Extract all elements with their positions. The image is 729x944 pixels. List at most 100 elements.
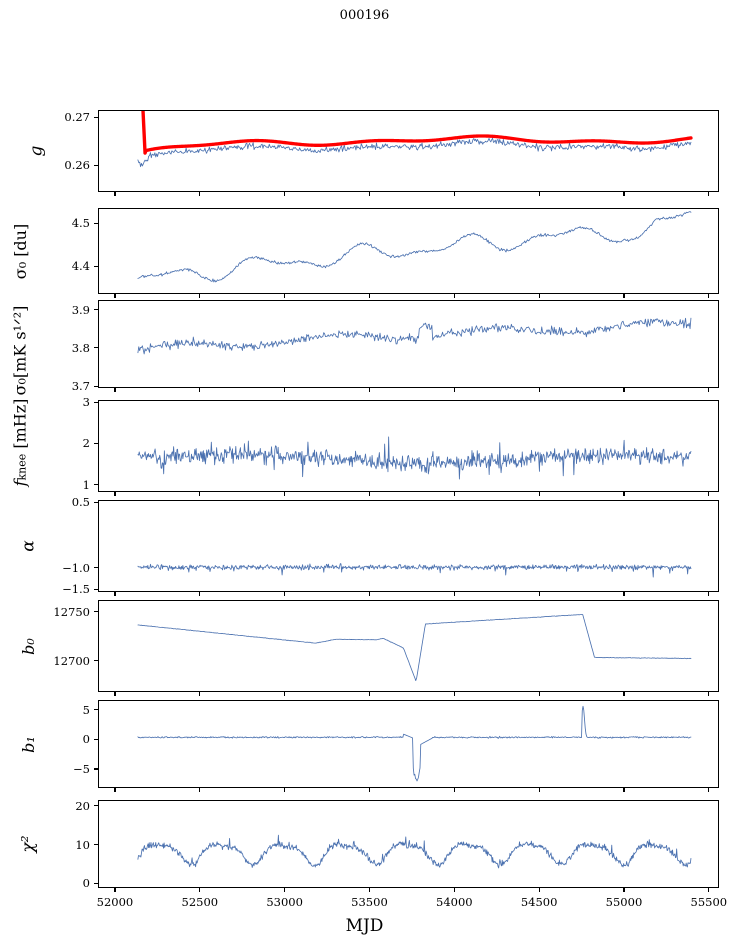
- x-tickmark-b1-3: [368, 788, 371, 792]
- y-tickmark-chi2-0: [94, 882, 98, 884]
- x-tickmark-alpha-6: [623, 592, 625, 596]
- panel-fknee: [98, 400, 719, 492]
- y-ticklabel-alpha-1: −1.0: [62, 560, 90, 575]
- y-tickmark-sigma0_du-0: [94, 265, 98, 267]
- x-tickmark-fknee-3: [368, 492, 371, 496]
- y-tickmark-fknee-2: [94, 401, 98, 403]
- y-tickmark-sigma0_mk-2: [94, 309, 98, 311]
- x-tickmark-sigma0_du-6: [623, 294, 625, 298]
- series-chi2-chi2: [137, 834, 692, 869]
- x-tickmark-gain-3: [368, 192, 371, 196]
- series-b0-b0: [137, 613, 692, 682]
- panel-b0: [98, 600, 719, 692]
- x-tickmark-sigma0_du-7: [708, 294, 710, 298]
- x-tickmark-fknee-1: [199, 492, 201, 496]
- y-tickmark-alpha-2: [94, 501, 98, 503]
- y-tickmark-gain-1: [94, 116, 98, 118]
- y-ticklabel-chi2-0: 0: [82, 876, 90, 891]
- x-tickmark-fknee-6: [623, 492, 625, 496]
- y-tickmark-gain-0: [94, 164, 98, 167]
- y-ticklabel-b0-0: 12700: [53, 653, 90, 668]
- x-tickmark-b0-7: [708, 692, 710, 696]
- x-tickmark-sigma0_mk-0: [114, 388, 116, 392]
- x-ticklabel-3: 53500: [351, 895, 388, 909]
- series-b1-b1: [137, 705, 692, 782]
- y-ticklabel-gain-0: 0.26: [64, 158, 90, 173]
- x-tickmark-gain-2: [284, 192, 286, 196]
- x-ticklabel-4: 54000: [436, 895, 473, 909]
- y-ticklabel-alpha-2: 0.5: [71, 495, 90, 510]
- y-ticklabel-fknee-2: 3: [82, 395, 90, 410]
- y-tickmark-b1-2: [94, 709, 98, 711]
- y-ticklabel-sigma0_du-0: 4.4: [71, 259, 90, 274]
- x-tickmark-b0-0: [114, 692, 116, 696]
- x-tickmark-sigma0_du-5: [538, 294, 540, 298]
- x-tickmark-sigma0_mk-6: [623, 388, 625, 392]
- x-tickmark-fknee-0: [114, 492, 116, 496]
- panel-sigma0_du: [98, 208, 719, 294]
- x-tickmark-sigma0_mk-4: [453, 388, 455, 392]
- x-tickmark-fknee-5: [538, 492, 540, 496]
- x-tickmark-sigma0_mk-1: [199, 388, 201, 392]
- x-tickmark-sigma0_du-4: [453, 294, 455, 298]
- x-tickmark-b0-4: [453, 692, 455, 696]
- y-ticklabel-sigma0_du-1: 4.5: [71, 216, 90, 231]
- x-tickmark-chi2-6: [623, 888, 625, 892]
- ylabel-fknee: fknee [mHz]: [10, 398, 30, 486]
- x-tickmark-gain-7: [708, 192, 710, 196]
- y-ticklabel-b1-0: −5: [73, 761, 90, 776]
- x-tickmark-chi2-2: [284, 888, 286, 892]
- x-tickmark-alpha-2: [284, 592, 286, 596]
- x-tickmark-sigma0_du-3: [368, 294, 371, 298]
- x-ticklabel-5: 54500: [520, 895, 558, 909]
- series-sigma0_mk-sigma0_mk: [137, 317, 692, 355]
- y-ticklabel-sigma0_mk-2: 3.9: [71, 302, 90, 317]
- x-ticklabel-0: 52000: [96, 895, 134, 909]
- y-tickmark-fknee-0: [94, 484, 98, 486]
- x-tickmark-b1-6: [623, 788, 625, 792]
- x-tickmark-gain-6: [623, 192, 625, 196]
- series-fknee-fknee: [137, 436, 692, 480]
- series-gain-model: [141, 111, 693, 155]
- x-tickmark-alpha-7: [708, 592, 710, 596]
- panel-sigma0_mk: [98, 300, 719, 388]
- y-tickmark-sigma0_du-1: [94, 222, 98, 224]
- x-tickmark-chi2-3: [368, 888, 371, 892]
- ylabel-chi2: χ²: [18, 835, 39, 853]
- x-tickmark-b0-6: [623, 692, 625, 696]
- y-ticklabel-chi2-1: 10: [75, 837, 90, 852]
- figure-title: 000196: [339, 8, 390, 23]
- series-alpha-alpha: [137, 563, 692, 578]
- x-tickmark-b0-3: [368, 692, 371, 696]
- ylabel-sigma0-du: σ₀ [du]: [10, 223, 30, 279]
- y-tickmark-fknee-1: [94, 442, 98, 444]
- x-tickmark-fknee-4: [453, 492, 455, 496]
- y-ticklabel-b0-1: 12750: [53, 604, 90, 619]
- ylabel-sigma0-mk: σ₀[mK s¹ᐟ²]: [10, 305, 30, 395]
- x-tickmark-alpha-5: [538, 592, 540, 596]
- x-tickmark-fknee-2: [284, 492, 286, 496]
- x-tickmark-sigma0_du-0: [114, 294, 116, 298]
- y-tickmark-b1-0: [94, 768, 98, 770]
- y-tickmark-b1-1: [94, 738, 98, 740]
- y-ticklabel-fknee-1: 2: [82, 436, 90, 451]
- ylabel-b1: b₁: [18, 735, 38, 753]
- ylabel-gain: g: [25, 145, 46, 157]
- x-tickmark-b1-7: [708, 788, 710, 792]
- y-tickmark-chi2-2: [94, 805, 98, 807]
- x-tickmark-chi2-0: [114, 888, 116, 892]
- x-tickmark-chi2-4: [453, 888, 455, 892]
- x-tickmark-b1-0: [114, 788, 116, 792]
- x-tickmark-alpha-3: [368, 592, 371, 596]
- x-tickmark-b0-2: [284, 692, 286, 696]
- x-tickmark-fknee-7: [708, 492, 710, 496]
- y-ticklabel-chi2-2: 20: [75, 798, 90, 813]
- x-tickmark-sigma0_mk-2: [284, 388, 286, 392]
- panel-gain: [98, 110, 719, 192]
- x-tickmark-sigma0_mk-7: [708, 388, 710, 392]
- y-ticklabel-sigma0_mk-1: 3.8: [71, 340, 90, 355]
- y-tickmark-sigma0_mk-0: [94, 385, 98, 387]
- y-ticklabel-fknee-0: 1: [82, 477, 90, 492]
- x-ticklabel-2: 53000: [266, 895, 303, 909]
